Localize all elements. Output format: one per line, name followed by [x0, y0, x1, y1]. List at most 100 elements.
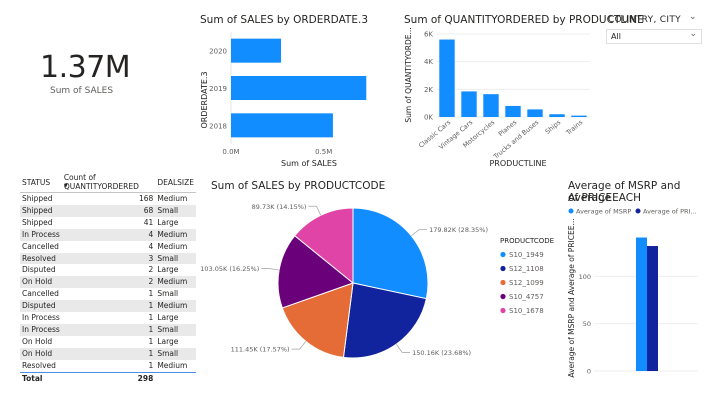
y-tick-label: 4K	[424, 58, 433, 66]
dealsize-cell: Small	[157, 289, 179, 299]
leader-line	[411, 229, 428, 237]
chevron-down-icon: ⌄	[689, 29, 697, 39]
bar-trucks-and-buses	[527, 109, 543, 117]
table-row[interactable]: Shipped 68 Small	[20, 204, 196, 217]
count-cell: 68	[61, 204, 156, 217]
leader-line	[396, 344, 411, 353]
sales-total-label: Sum of SALES	[50, 86, 114, 96]
leader-line	[261, 268, 280, 271]
table-row[interactable]: On Hold 1 Large	[20, 336, 196, 348]
dealsize-cell: Medium	[157, 241, 188, 251]
sales-by-date-chart[interactable]: ORDERDATE.3 Sum of SALES 0.0M 0.5M 2020 201…	[195, 28, 380, 173]
table-row[interactable]: On Hold 1 Small	[20, 347, 196, 360]
count-cell: 3	[61, 252, 156, 265]
status-cell: Resolved	[22, 360, 56, 370]
legend-dot	[500, 307, 506, 314]
bar-2019	[231, 76, 367, 100]
y-tick-label: 0K	[424, 114, 433, 122]
table-row[interactable]: Disputed 1 Medium	[20, 300, 196, 313]
avg-msrp-chart[interactable]: Average of MSRP and Average of PRICEE...…	[566, 203, 706, 383]
count-cell: 1	[148, 336, 154, 346]
table-row[interactable]: Shipped 168 Medium	[20, 193, 196, 205]
status-table[interactable]: STATUS Count of QUANTITYORDERED ▼ DEALSI…	[20, 172, 196, 386]
count-cell: 1	[148, 360, 154, 370]
table-row[interactable]: In Process 1 Large	[20, 312, 196, 324]
count-cell: 41	[143, 217, 154, 227]
table-row[interactable]: Cancelled 4 Medium	[20, 241, 196, 253]
slicer-collapse-icon[interactable]: ⌄	[689, 12, 697, 22]
slice-label: 89.73K (14.15%)	[252, 203, 307, 211]
legend-title: PRODUCTCODE	[500, 237, 554, 245]
table-row[interactable]: In Process 1 Small	[20, 323, 196, 336]
legend-item-label: Average of PRI...	[643, 208, 697, 216]
count-cell: 1	[61, 347, 156, 360]
dealsize-cell: Small	[155, 204, 196, 217]
status-cell: In Process	[20, 228, 62, 241]
avg-msrp-title-line2: of PRICEEACH	[568, 192, 642, 204]
dealsize-cell: Small	[155, 323, 196, 336]
table-row[interactable]: Shipped 41 Large	[20, 217, 196, 229]
bar-trains	[571, 115, 587, 117]
column-header-status[interactable]: STATUS	[20, 172, 62, 193]
leader-line	[308, 205, 322, 216]
dealsize-cell: Large	[157, 265, 179, 275]
count-cell: 1	[61, 300, 156, 313]
status-cell: Shipped	[22, 194, 53, 203]
pie-slice-s10_1678	[294, 207, 354, 285]
count-cell: 1	[148, 313, 154, 323]
column-header-dealsize[interactable]: DEALSIZE	[155, 172, 196, 193]
column-header-count[interactable]: Count of QUANTITYORDERED ▼	[61, 172, 156, 193]
x-axis-title: Sum of SALES	[281, 159, 337, 168]
y-tick-label: 2018	[209, 122, 227, 130]
sales-by-productcode-chart[interactable]: 179.82K (28.35%) 150.16K (23.68%) 111.45K …	[200, 195, 560, 400]
dealsize-cell: Medium	[157, 360, 188, 370]
sort-descending-icon[interactable]: ▼	[63, 183, 68, 189]
table-row[interactable]: Resolved 1 Medium	[20, 360, 196, 372]
count-cell: 4	[148, 241, 154, 251]
bar-vintage-cars	[461, 91, 477, 117]
status-cell: In Process	[20, 323, 62, 336]
table-row[interactable]: On Hold 2 Medium	[20, 276, 196, 289]
legend-dot	[500, 293, 506, 300]
country-city-dropdown[interactable]: All ⌄	[606, 29, 702, 44]
dealsize-cell: Small	[155, 252, 196, 265]
legend-item-label: S10_4757	[509, 293, 544, 301]
y-tick-label: 2020	[209, 48, 227, 56]
total-empty-cell	[155, 371, 196, 386]
status-cell: Resolved	[20, 252, 62, 265]
slice-label: 179.82K (28.35%)	[429, 226, 488, 234]
legend-item-label: S10_1678	[509, 307, 544, 315]
table-row[interactable]: Resolved 3 Small	[20, 252, 196, 265]
bar-2018	[231, 113, 333, 138]
qty-by-productline-chart[interactable]: Sum of QUANTITYORDE... PRODUCTLINE 0K 2K 4…	[400, 28, 595, 173]
status-cell: Shipped	[20, 204, 62, 217]
legend-item-label: S12_1108	[509, 265, 544, 273]
slice-label: 111.45K (17.57%)	[231, 346, 290, 354]
status-cell: Disputed	[22, 265, 56, 275]
sales-by-date-title: Sum of SALES by ORDERDATE.3	[200, 14, 368, 26]
country-city-slicer-title: COUNTRY, CITY	[608, 15, 681, 25]
dealsize-cell: Medium	[155, 300, 196, 313]
dealsize-cell: Large	[157, 336, 179, 346]
x-tick-label: Ships	[544, 118, 563, 136]
status-cell: Shipped	[22, 217, 53, 227]
pie-slice-s10_4757	[277, 235, 355, 309]
dealsize-cell: Medium	[157, 194, 188, 203]
legend-dot	[500, 251, 506, 258]
legend-dot	[568, 208, 574, 214]
dealsize-cell: Large	[157, 217, 179, 227]
table-row[interactable]: Disputed 2 Large	[20, 264, 196, 276]
y-tick-label: 0	[587, 368, 591, 376]
legend-dot	[500, 279, 506, 286]
pie-slice-s10_1949	[352, 207, 429, 300]
dealsize-cell: Medium	[155, 228, 196, 241]
y-axis-title: ORDERDATE.3	[200, 71, 209, 128]
slice-label: 103.05K (16.25%)	[200, 265, 259, 273]
leader-line	[291, 341, 307, 350]
table-row[interactable]: In Process 4 Medium	[20, 228, 196, 241]
qty-by-productline-title: Sum of QUANTITYORDERED by PRODUCTLINE	[404, 14, 644, 26]
table-row[interactable]: Cancelled 1 Small	[20, 288, 196, 300]
status-cell: On Hold	[20, 276, 62, 289]
total-label: Total	[20, 371, 62, 386]
count-cell: 1	[148, 289, 154, 299]
